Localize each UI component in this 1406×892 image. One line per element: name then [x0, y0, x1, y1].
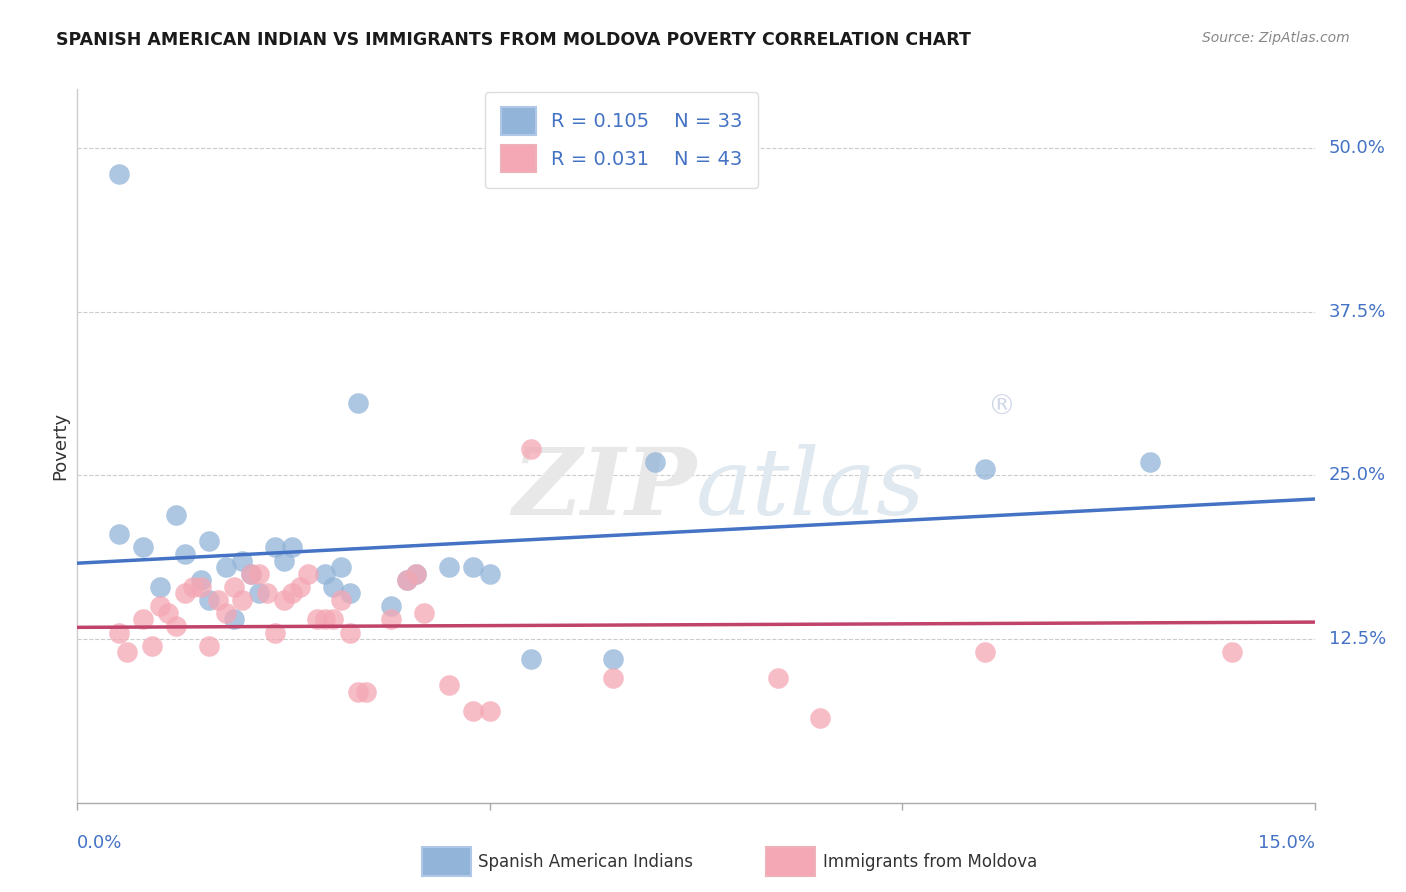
Point — [339, 586, 361, 600]
Point — [330, 560, 353, 574]
Text: 0.0%: 0.0% — [77, 834, 122, 852]
Point — [198, 592, 221, 607]
Point — [346, 684, 368, 698]
Point — [354, 684, 377, 698]
Text: 37.5%: 37.5% — [1329, 302, 1386, 321]
Text: 12.5%: 12.5% — [1329, 630, 1386, 648]
Point — [264, 625, 287, 640]
Point — [149, 599, 172, 614]
Point — [215, 560, 238, 574]
Point — [264, 541, 287, 555]
Y-axis label: Poverty: Poverty — [51, 412, 69, 480]
Point — [141, 639, 163, 653]
Point — [463, 704, 485, 718]
Point — [165, 508, 187, 522]
Point — [256, 586, 278, 600]
Text: SPANISH AMERICAN INDIAN VS IMMIGRANTS FROM MOLDOVA POVERTY CORRELATION CHART: SPANISH AMERICAN INDIAN VS IMMIGRANTS FR… — [56, 31, 972, 49]
Point — [808, 711, 831, 725]
Point — [190, 573, 212, 587]
Point — [273, 592, 295, 607]
Point — [973, 645, 995, 659]
Point — [437, 678, 460, 692]
Point — [314, 566, 336, 581]
Point — [973, 462, 995, 476]
Point — [132, 612, 155, 626]
Point — [396, 573, 419, 587]
Point — [520, 652, 543, 666]
Point — [768, 672, 790, 686]
Point — [281, 541, 304, 555]
Text: 15.0%: 15.0% — [1257, 834, 1315, 852]
Text: atlas: atlas — [696, 444, 925, 533]
Point — [322, 580, 344, 594]
Point — [207, 592, 229, 607]
Point — [149, 580, 172, 594]
Point — [396, 573, 419, 587]
Point — [247, 566, 270, 581]
Point — [198, 533, 221, 548]
Point — [346, 396, 368, 410]
Point — [181, 580, 204, 594]
Point — [478, 566, 501, 581]
Point — [281, 586, 304, 600]
Point — [222, 612, 245, 626]
Point — [239, 566, 262, 581]
Point — [520, 442, 543, 457]
Point — [198, 639, 221, 653]
Point — [222, 580, 245, 594]
Point — [231, 592, 253, 607]
Point — [463, 560, 485, 574]
Point — [412, 606, 434, 620]
Point — [173, 547, 195, 561]
Point — [330, 592, 353, 607]
Text: 25.0%: 25.0% — [1329, 467, 1386, 484]
Point — [322, 612, 344, 626]
Point — [380, 599, 402, 614]
Text: ®: ® — [987, 392, 1015, 421]
Point — [478, 704, 501, 718]
Point — [602, 672, 624, 686]
Text: ZIP: ZIP — [512, 444, 696, 533]
Point — [305, 612, 328, 626]
Legend: R = 0.105    N = 33, R = 0.031    N = 43: R = 0.105 N = 33, R = 0.031 N = 43 — [485, 92, 758, 187]
Point — [437, 560, 460, 574]
Point — [602, 652, 624, 666]
Point — [405, 566, 427, 581]
Point — [1220, 645, 1243, 659]
Point — [132, 541, 155, 555]
Point — [107, 625, 129, 640]
Point — [297, 566, 319, 581]
Point — [115, 645, 138, 659]
Point — [288, 580, 311, 594]
Text: 50.0%: 50.0% — [1329, 139, 1385, 157]
Point — [644, 455, 666, 469]
Point — [157, 606, 180, 620]
Point — [1139, 455, 1161, 469]
Point — [165, 619, 187, 633]
Point — [107, 167, 129, 181]
Text: Immigrants from Moldova: Immigrants from Moldova — [823, 853, 1036, 871]
Point — [173, 586, 195, 600]
Point — [339, 625, 361, 640]
Text: Source: ZipAtlas.com: Source: ZipAtlas.com — [1202, 31, 1350, 45]
Point — [314, 612, 336, 626]
Point — [107, 527, 129, 541]
Point — [239, 566, 262, 581]
Point — [380, 612, 402, 626]
Point — [405, 566, 427, 581]
Point — [215, 606, 238, 620]
Text: Spanish American Indians: Spanish American Indians — [478, 853, 693, 871]
Point — [190, 580, 212, 594]
Point — [273, 553, 295, 567]
Point — [247, 586, 270, 600]
Point — [231, 553, 253, 567]
